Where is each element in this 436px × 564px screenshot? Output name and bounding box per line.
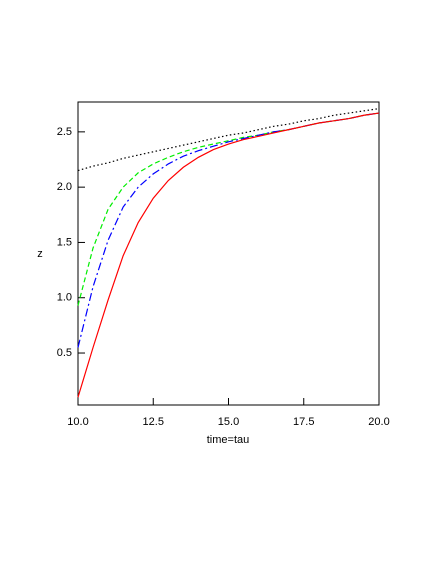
x-tick-label: 20.0 bbox=[368, 416, 389, 428]
y-tick-label: 1.5 bbox=[57, 236, 72, 248]
series-line bbox=[77, 112, 380, 398]
x-tick-label: 12.5 bbox=[143, 416, 164, 428]
y-tick-label: 1.0 bbox=[57, 292, 72, 304]
x-axis-label: time=tau bbox=[207, 434, 250, 446]
series-line bbox=[77, 112, 380, 348]
y-axis-label: z bbox=[37, 248, 43, 260]
x-tick-label: 17.5 bbox=[293, 416, 314, 428]
y-tick-label: 0.5 bbox=[57, 347, 72, 359]
y-tick-label: 2.5 bbox=[57, 126, 72, 138]
y-tick-label: 2.0 bbox=[57, 181, 72, 193]
series-line bbox=[77, 108, 380, 172]
plot-frame bbox=[77, 101, 380, 406]
x-tick-label: 10.0 bbox=[67, 416, 88, 428]
x-tick-label: 15.0 bbox=[218, 416, 239, 428]
